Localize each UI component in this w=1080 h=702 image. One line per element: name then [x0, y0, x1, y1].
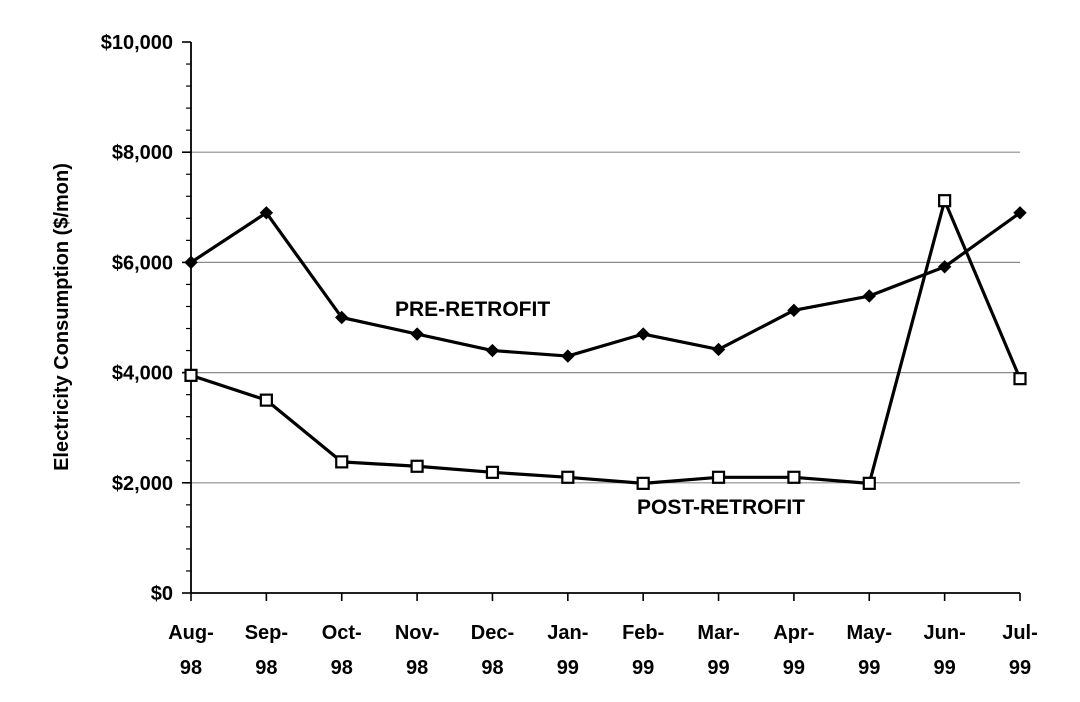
pre-retrofit-point	[335, 310, 349, 325]
post-retrofit-point	[410, 459, 424, 473]
x-tick-label: 99	[707, 657, 729, 679]
series-label-post-retrofit: POST-RETROFIT	[637, 496, 805, 519]
post-retrofit-point	[259, 393, 273, 407]
x-tick-label: May-	[846, 622, 892, 644]
pre-retrofit-point	[862, 289, 876, 303]
post-retrofit-point	[184, 368, 198, 382]
y-tick-label: $2,000	[112, 473, 173, 495]
pre-retrofit-point	[1013, 206, 1027, 220]
pre-retrofit-point	[937, 260, 952, 274]
series-label-pre-retrofit: PRE-RETROFIT	[395, 298, 550, 321]
y-tick-label: $0	[151, 583, 173, 605]
x-tick-label: 99	[1009, 657, 1031, 679]
x-tick-label: Jun-	[924, 622, 966, 644]
pre-retrofit-point	[636, 327, 650, 341]
grid-lines	[191, 151, 1020, 484]
post-retrofit-point	[485, 465, 500, 479]
pre-retrofit-point	[410, 327, 424, 341]
x-tick-label: Sep-	[245, 622, 288, 644]
post-retrofit-point	[711, 470, 726, 484]
pre-retrofit-point	[184, 255, 198, 270]
y-tick-label: $10,000	[101, 32, 173, 54]
post-retrofit-point	[561, 470, 575, 484]
pre-retrofit-point	[259, 206, 274, 220]
x-tick-label: 98	[255, 657, 277, 679]
x-tick-label: Aug-	[168, 622, 214, 644]
x-tick-label: 99	[632, 657, 654, 679]
y-tick-label: $4,000	[112, 363, 173, 385]
x-tick-label: Feb-	[622, 622, 664, 644]
x-tick-label: 98	[331, 657, 353, 679]
post-retrofit-point	[636, 476, 650, 490]
pre-retrofit-point	[711, 342, 726, 357]
y-tick-label: $8,000	[112, 142, 173, 164]
y-axis-title: Electricity Consumption ($/mon)	[51, 163, 73, 471]
series-lines	[184, 194, 1027, 490]
post-retrofit-point	[1013, 372, 1027, 386]
tick-labels: $0 $2,000 $4,000 $6,000 $8,000 $10,000 Aug- 98 S…	[101, 32, 1038, 679]
x-tick-label: 99	[557, 657, 579, 679]
x-tick-label: Jan-	[547, 622, 588, 644]
x-tick-label: Nov-	[395, 622, 439, 644]
post-retrofit-point	[938, 194, 952, 208]
post-retrofit-point	[335, 455, 349, 469]
x-tick-label: 99	[783, 657, 805, 679]
x-tick-label: 98	[406, 657, 428, 679]
x-tick-label: Apr-	[773, 622, 814, 644]
post-retrofit-point	[787, 470, 801, 484]
axes	[182, 41, 1021, 601]
x-tick-label: Jul-	[1002, 622, 1038, 644]
x-tick-label: 98	[481, 657, 503, 679]
post-retrofit-point	[862, 476, 876, 490]
y-tick-label: $6,000	[112, 252, 173, 274]
x-tick-label: 99	[934, 657, 956, 679]
x-tick-label: Mar-	[697, 622, 739, 644]
pre-retrofit-line	[190, 211, 1021, 358]
pre-retrofit-point	[561, 349, 575, 363]
x-tick-label: Oct-	[322, 622, 362, 644]
x-tick-label: Dec-	[471, 622, 514, 644]
x-tick-label: 99	[858, 657, 880, 679]
pre-retrofit-point	[485, 343, 500, 358]
x-tick-label: 98	[180, 657, 202, 679]
pre-retrofit-point	[787, 303, 801, 318]
post-retrofit-line	[190, 199, 1022, 485]
